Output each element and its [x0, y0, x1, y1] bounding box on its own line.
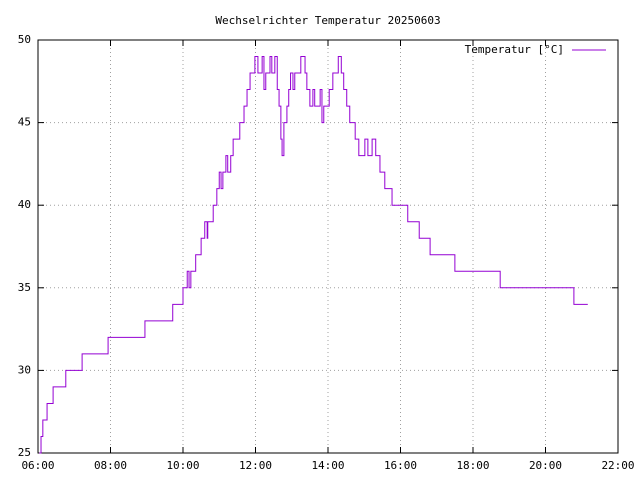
chart-title: Wechselrichter Temperatur 20250603 [215, 14, 440, 27]
y-tick-label: 25 [18, 446, 31, 459]
y-tick-label: 45 [18, 116, 31, 129]
x-tick-label: 20:00 [529, 459, 562, 472]
y-tick-label: 30 [18, 363, 31, 376]
y-tick-label: 50 [18, 33, 31, 46]
data-line [39, 56, 588, 454]
x-tick-label: 18:00 [456, 459, 489, 472]
x-tick-label: 06:00 [21, 459, 54, 472]
x-tick-label: 16:00 [384, 459, 417, 472]
y-tick-label: 35 [18, 281, 31, 294]
y-tick-label: 40 [18, 198, 31, 211]
x-tick-label: 14:00 [311, 459, 344, 472]
x-tick-label: 12:00 [239, 459, 272, 472]
plot-frame [37, 39, 619, 454]
x-tick-label: 08:00 [94, 459, 127, 472]
x-tick-label: 22:00 [601, 459, 634, 472]
x-tick-label: 10:00 [166, 459, 199, 472]
legend-label: Temperatur [°C] [465, 43, 564, 56]
